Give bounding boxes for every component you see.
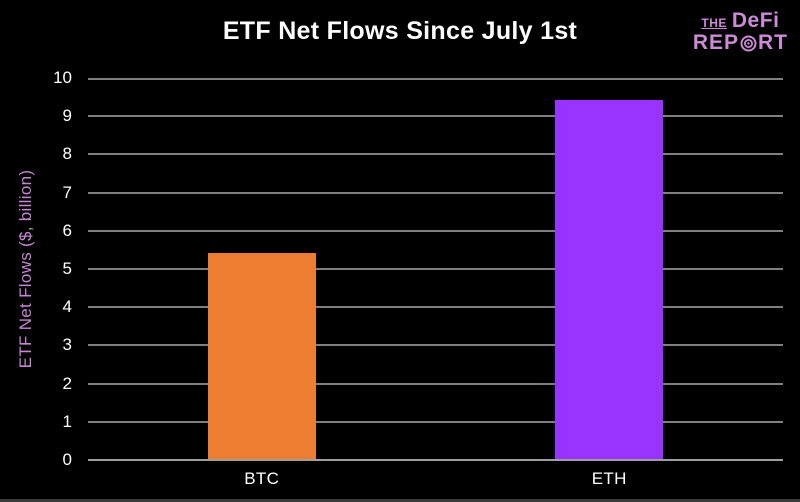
logo-line-2: REP RT <box>692 31 788 55</box>
gridline <box>88 382 783 385</box>
report-target-o-icon <box>740 35 757 52</box>
gridline <box>88 115 783 118</box>
y-tick-label: 4 <box>62 297 72 317</box>
logo-defi-text: DeFi <box>731 9 780 32</box>
y-tick-label: 5 <box>62 259 72 278</box>
y-tick-label: 7 <box>62 182 72 202</box>
bar-btc <box>207 252 316 459</box>
gridline <box>88 153 783 156</box>
gridline <box>88 420 783 423</box>
logo-the-text: THE <box>701 16 727 30</box>
gridline <box>88 268 783 270</box>
y-tick-label: 8 <box>62 144 72 164</box>
logo-rep-text: REP <box>692 31 739 55</box>
chart-title: ETF Net Flows Since July 1st <box>222 17 578 45</box>
gridline <box>88 78 783 80</box>
gridline <box>88 229 783 232</box>
x-category-label: BTC <box>244 469 280 488</box>
y-tick-label: 10 <box>53 68 72 87</box>
y-tick-label: 6 <box>62 220 72 240</box>
bottom-border <box>0 499 800 502</box>
y-tick-label: 3 <box>62 335 72 355</box>
logo-rt-text: RT <box>758 31 788 55</box>
y-tick-label: 9 <box>62 106 72 126</box>
defi-report-logo: THE DeFi REP RT <box>692 9 788 55</box>
y-axis-tick-labels: 0 1 2 3 4 5 6 7 8 9 10 <box>0 68 88 469</box>
y-tick-label: 0 <box>62 450 72 469</box>
bar-eth <box>555 99 664 459</box>
x-axis-baseline <box>88 459 783 461</box>
gridline <box>88 306 783 309</box>
x-category-label: ETH <box>591 469 627 488</box>
y-tick-label: 2 <box>62 373 72 393</box>
gridline <box>88 191 783 194</box>
gridline <box>88 344 783 347</box>
logo-line-1: THE DeFi <box>693 9 788 32</box>
plot-area <box>88 78 783 461</box>
y-tick-label: 1 <box>62 411 72 431</box>
